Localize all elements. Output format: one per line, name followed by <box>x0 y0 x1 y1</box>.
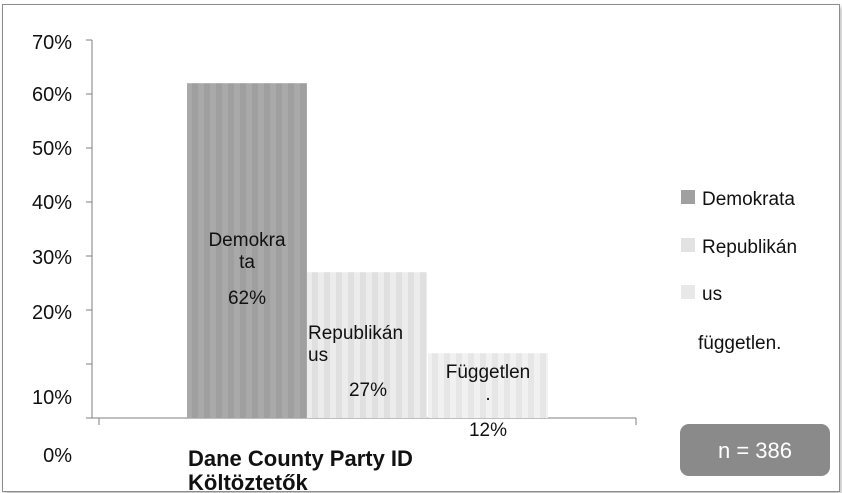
y-tick-label: 10% <box>32 387 72 409</box>
bar-label-value: 62% <box>228 288 266 309</box>
legend-entry: Demokrata <box>702 189 795 210</box>
sample-size-box <box>680 424 830 476</box>
y-tick-label: 0% <box>43 445 72 467</box>
bar-fggetlen <box>428 353 548 418</box>
bar-label-category: Demokra ta <box>208 230 286 273</box>
legend-swatch <box>681 190 695 204</box>
y-tick-label: 20% <box>32 302 72 324</box>
y-tick-label: 30% <box>32 247 72 269</box>
bar-label-value: 27% <box>349 380 387 401</box>
legend-entry: független. <box>698 333 781 354</box>
sample-size-text: n = 386 <box>718 438 792 463</box>
y-tick-label: 70% <box>32 32 72 54</box>
bar-label-value: 12% <box>469 420 507 441</box>
legend-entry: Republikán <box>702 237 797 258</box>
legend-swatch <box>681 238 695 252</box>
x-axis-title: Dane County Party ID Költöztetők <box>188 446 413 493</box>
bar-label-category: Független. <box>446 362 531 405</box>
y-tick-label: 60% <box>32 84 72 106</box>
legend-swatch <box>681 285 695 299</box>
bar-label-category: Republikán us <box>308 323 403 366</box>
bar-demokrata <box>187 83 307 418</box>
y-tick-label: 50% <box>32 138 72 160</box>
legend-entry: us <box>702 284 722 305</box>
bar-republiknus <box>307 272 427 418</box>
y-tick-label: 40% <box>32 192 72 214</box>
